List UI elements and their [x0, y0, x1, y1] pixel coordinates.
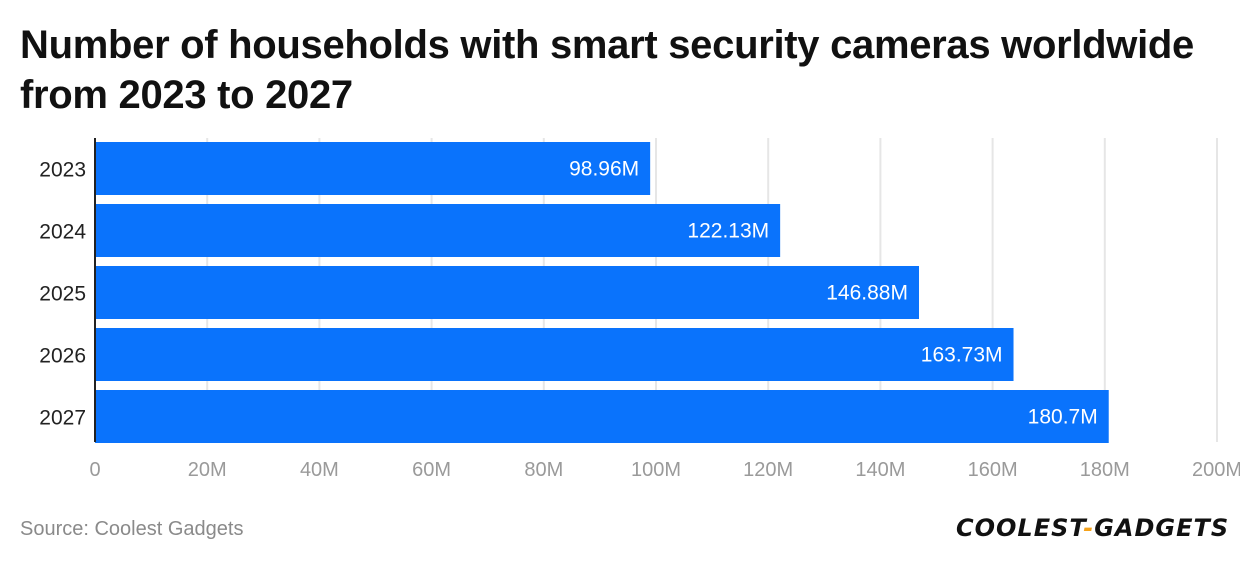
bar-2027: [95, 390, 1109, 443]
chart-title: Number of households with smart security…: [20, 23, 1195, 117]
logo-text-coolest: COOLEST: [956, 514, 1084, 542]
x-tick-label: 160M: [968, 459, 1018, 481]
x-tick-label: 40M: [300, 459, 339, 481]
data-label: 146.88M: [826, 282, 908, 305]
x-tick-label: 20M: [188, 459, 227, 481]
x-tick-label: 180M: [1080, 459, 1130, 481]
y-tick-label: 2027: [39, 407, 86, 430]
source-note: Source: Coolest Gadgets: [20, 518, 244, 540]
brand-logo: COOLEST-GADGETS: [956, 514, 1229, 542]
bar-2025: [95, 266, 919, 319]
data-label: 98.96M: [569, 158, 639, 181]
x-tick-label: 200M: [1192, 459, 1240, 481]
data-label: 122.13M: [687, 220, 769, 243]
bar-2023: [95, 142, 651, 195]
y-tick-label: 2023: [39, 159, 86, 182]
x-tick-label: 120M: [743, 459, 793, 481]
x-tick-label: 0: [89, 459, 100, 481]
y-tick-label: 2025: [39, 283, 86, 306]
x-tick-label: 100M: [631, 459, 681, 481]
bar-2026: [95, 328, 1014, 381]
logo-text-gadgets: GADGETS: [1094, 514, 1230, 542]
data-label: 180.7M: [1028, 406, 1098, 429]
bar-2024: [95, 204, 781, 257]
y-tick-label: 2026: [39, 345, 86, 368]
x-tick-label: 140M: [855, 459, 905, 481]
logo-dash: -: [1083, 514, 1095, 542]
x-tick-label: 80M: [524, 459, 563, 481]
y-tick-label: 2024: [39, 221, 86, 244]
data-label: 163.73M: [921, 344, 1003, 367]
x-tick-label: 60M: [412, 459, 451, 481]
